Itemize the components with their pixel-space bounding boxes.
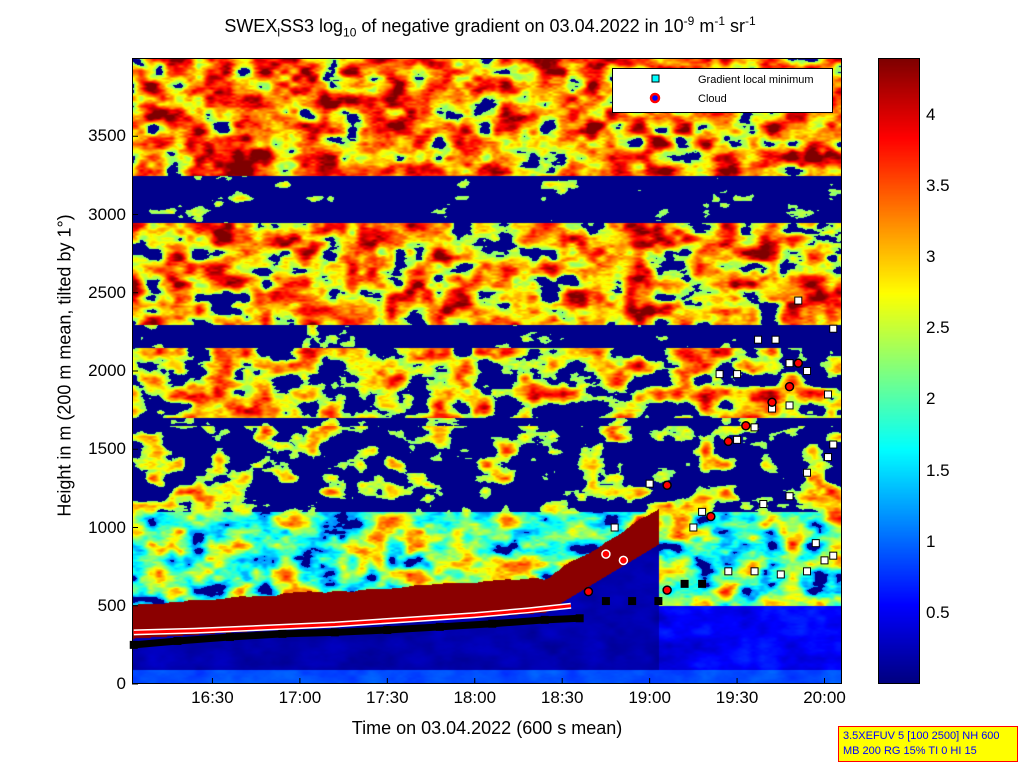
y-tick-label: 1500: [88, 439, 126, 459]
x-tick-label: 19:00: [628, 688, 671, 707]
cloud-point: [618, 555, 629, 566]
y-tick-label: 3000: [88, 204, 126, 224]
colorbar-tick-label: 0.5: [926, 602, 950, 622]
x-tick-label: 18:30: [540, 688, 584, 707]
cloud-point: [662, 480, 672, 490]
cloud-point: [706, 511, 716, 522]
gradient-minimum-point: [785, 492, 794, 501]
colorbar-tick-label: 2.5: [926, 318, 950, 338]
plot-frame: [132, 58, 842, 684]
gradient-minimum-point: [610, 523, 619, 532]
chart-title: SWEXlSS3 log10 of negative gradient on 0…: [224, 14, 756, 40]
gradient-minimum-point: [811, 539, 820, 548]
gradient-minimum-point: [698, 507, 707, 516]
gradient-minimum-point: [829, 324, 838, 333]
gradient-minimum-point: [829, 551, 838, 560]
gradient-minimum-point: [824, 390, 833, 399]
y-tick-label: 0: [116, 674, 126, 693]
legend-entry-minimum: Gradient local minimum: [698, 74, 814, 86]
colorbar-tick-label: 4: [926, 104, 936, 124]
heatmap: [132, 58, 842, 684]
colorbar-tick-label: 2: [926, 389, 936, 409]
gradient-minimum-point: [820, 556, 829, 565]
gradient-minimum-point: [785, 359, 794, 368]
x-tick-label: 16:30: [191, 688, 234, 707]
cloud-point: [601, 549, 611, 559]
gradient-minimum-point: [771, 335, 780, 344]
x-axis-label: Time on 03.04.2022 (600 s mean): [351, 718, 623, 738]
info-box: 3.5XEFUV 5 [100 2500] NH 600 MB 200 RG 1…: [838, 726, 1018, 762]
y-tick-label: 2500: [88, 282, 126, 302]
info-line-2: MB 200 RG 15% TI 0 HI 15: [843, 745, 977, 757]
gradient-minimum-point: [750, 567, 759, 576]
y-tick-label: 1000: [88, 517, 126, 537]
gradient-minimum-track: [133, 614, 580, 649]
gradient-minimum-point: [715, 370, 724, 379]
gradient-minimum-point: [689, 523, 698, 532]
legend-marker-minimum-icon: [651, 74, 660, 83]
y-tick-label: 500: [97, 595, 126, 615]
cloud-point: [662, 585, 672, 595]
legend: Gradient local minimum Cloud: [612, 68, 833, 113]
colorbar-tick-label: 1: [926, 531, 936, 551]
gradient-minimum-point: [803, 468, 812, 477]
cloud-point: [767, 397, 777, 408]
cloud-point: [723, 436, 734, 447]
x-tick-label: 19:30: [715, 688, 759, 707]
gradient-minimum-point: [680, 579, 689, 588]
gradient-minimum-point: [698, 579, 707, 588]
colorbar-tick-label: 3: [926, 247, 936, 267]
gradient-minimum-point: [724, 567, 733, 576]
gradient-minimum-point: [733, 370, 742, 379]
x-tick-label: 18:00: [453, 688, 497, 707]
gradient-minimum-point: [645, 479, 654, 488]
gradient-minimum-point: [803, 367, 812, 375]
cloud-point: [741, 421, 751, 431]
gradient-minimum-point: [759, 500, 768, 509]
gradient-minimum-point: [824, 453, 833, 462]
colorbar: [878, 58, 920, 684]
gradient-minimum-point: [754, 335, 763, 344]
gradient-minimum-point: [654, 597, 663, 606]
cloud-point: [793, 358, 804, 368]
gradient-minimum-point: [785, 401, 794, 410]
x-tick-label: 20:00: [803, 688, 846, 707]
x-tick-label: 17:30: [366, 688, 409, 707]
gradient-minimum-point: [628, 597, 637, 606]
y-tick-label: 2000: [88, 361, 126, 380]
cloud-line: [133, 604, 572, 634]
x-tick-label: 17:00: [278, 688, 322, 707]
gradient-minimum-point: [794, 296, 803, 305]
y-tick-label: 3500: [88, 126, 126, 146]
colorbar-tick-label: 1.5: [926, 460, 950, 480]
colorbar-tick-label: 3.5: [926, 176, 950, 196]
legend-marker-cloud-icon: [649, 92, 661, 104]
cloud-point: [784, 381, 795, 392]
y-axis-label: Height in m (200 m mean, tilted by 1°): [54, 214, 75, 517]
info-line-1: 3.5XEFUV 5 [100 2500] NH 600: [843, 730, 1000, 742]
gradient-minimum-point: [750, 423, 759, 432]
cloud-point: [583, 586, 594, 597]
gradient-minimum-point: [601, 597, 610, 606]
gradient-minimum-point: [803, 567, 812, 576]
gradient-minimum-point: [733, 435, 742, 444]
gradient-minimum-point: [776, 570, 785, 579]
legend-entry-cloud: Cloud: [698, 93, 727, 105]
gradient-minimum-point: [829, 440, 838, 449]
